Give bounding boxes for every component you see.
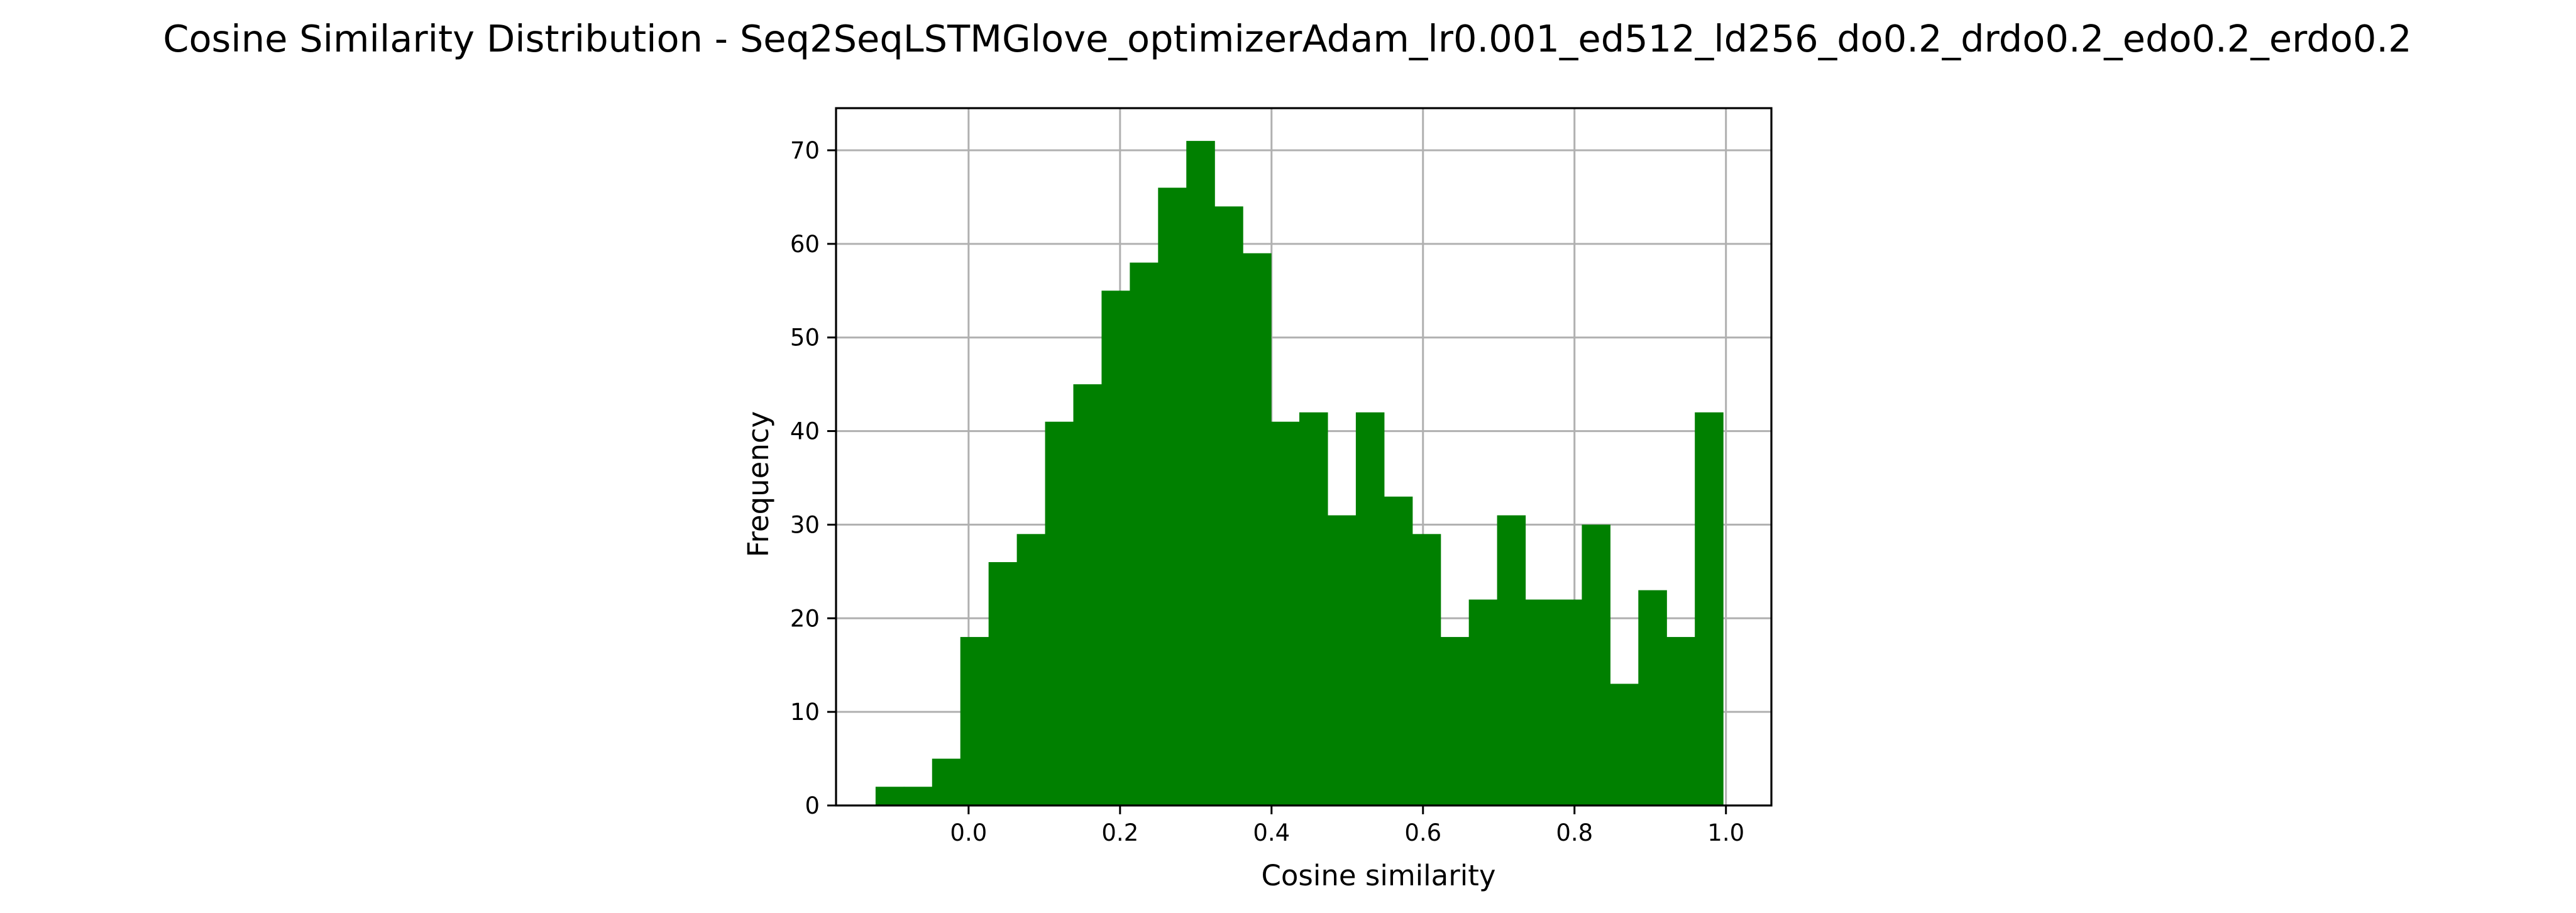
x-tick-label: 0.2 [1101,819,1138,846]
histogram-bar [960,637,989,805]
histogram-bar [1468,599,1498,805]
x-tick-label: 0.6 [1404,819,1441,846]
histogram-bar [1299,412,1328,805]
chart-title: Cosine Similarity Distribution - Seq2Seq… [163,17,2411,60]
histogram-bar [1186,141,1215,805]
y-axis-label: Frequency [742,411,775,557]
histogram-bar [1610,683,1639,805]
plot-frame [835,107,1773,807]
y-tick-label: 70 [790,137,820,164]
y-tick-label: 50 [790,324,820,351]
x-tick-label: 1.0 [1707,819,1744,846]
histogram-bar [1582,524,1610,805]
histogram-bar [988,562,1018,805]
tick-marks: 0.0 0.2 0.4 0.6 0.8 1.0 0 10 20 30 40 50 60 70 [790,137,1744,846]
histogram-bar [1271,421,1300,805]
histogram-bar [1666,637,1695,805]
histogram-bar [1101,290,1130,806]
histogram-bar [1243,253,1272,805]
y-tick-label: 0 [805,792,820,819]
histogram-bar [875,787,905,805]
histogram-bar [1045,421,1074,805]
histogram-bar [932,758,961,805]
histogram-bar [1553,599,1583,805]
histogram-bar [1497,515,1526,805]
y-tick-label: 40 [790,418,820,445]
histogram-bar [1016,534,1046,805]
y-tick-label: 60 [790,231,820,258]
y-tick-label: 10 [790,699,820,726]
x-tick-label: 0.4 [1253,819,1290,846]
histogram-bar [1355,412,1385,805]
histogram-bar [1638,590,1667,805]
histogram-bars [875,141,1724,806]
x-tick-label: 0.0 [950,819,987,846]
histogram-bar [1158,187,1187,805]
histogram-bar [1073,384,1103,805]
histogram-bar [1384,496,1413,805]
axes [835,107,1773,807]
x-axis-label: Cosine similarity [1261,859,1495,892]
y-tick-label: 30 [790,511,820,538]
histogram-bar [903,787,933,805]
x-tick-label: 0.8 [1556,819,1593,846]
y-tick-label: 20 [790,605,820,632]
histogram-bar [1327,515,1357,805]
histogram-bar [1214,206,1243,805]
histogram-bar [1695,412,1724,805]
histogram-bar [1525,599,1555,805]
histogram-bar [1440,637,1470,805]
histogram-bar [1412,534,1441,805]
histogram-bar [1130,262,1159,806]
